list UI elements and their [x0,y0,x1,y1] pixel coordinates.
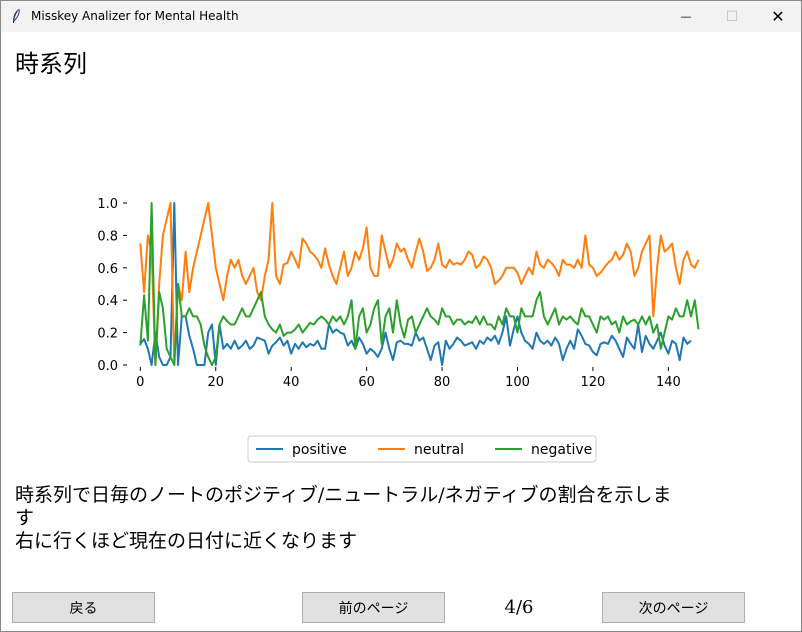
y-tick-label: 0.0 [97,359,118,374]
window-title: Misskey Analizer for Mental Health [31,9,239,23]
description-line-1: 時系列で日毎のノートのポジティブ/ニュートラル/ネガティブの割合を示しま [15,484,672,506]
page-title: 時系列 [15,50,87,78]
next-page-button[interactable]: 次のページ [602,592,745,623]
series-line-positive [139,202,692,366]
series-line-negative [139,202,700,366]
previous-page-button[interactable]: 前のページ [302,592,445,623]
series-line-neutral [139,202,700,366]
minimize-icon: — [680,10,692,23]
y-tick-label: 0.8 [97,229,118,244]
main-content: 時系列 0.0 0.2 0.4 0.6 0.8 1.0 0 20 40 60 80 100 120 140… [1,32,801,631]
x-tick-label: 120 [581,375,606,390]
legend-label-neutral: neutral [414,442,464,458]
legend-label-positive: positive [292,442,347,458]
y-tick-label: 0.6 [97,262,118,277]
chart-description: 時系列で日毎のノートのポジティブ/ニュートラル/ネガティブの割合を示しま す 右… [15,484,785,553]
close-button[interactable]: ✕ [755,1,801,32]
x-tick-label: 140 [656,375,681,390]
x-tick-label: 80 [434,375,451,390]
description-line-3: 右に行くほど現在の日付に近くなります [15,530,358,552]
x-tick-label: 40 [283,375,300,390]
legend-label-negative: negative [531,442,592,458]
x-tick-label: 20 [207,375,224,390]
chart-legend [247,435,597,463]
description-line-2: す [15,507,35,529]
time-series-chart: 0.0 0.2 0.4 0.6 0.8 1.0 0 20 40 60 80 100 120 140 posi… [97,197,700,463]
back-button[interactable]: 戻る [12,592,155,623]
x-tick-label: 0 [136,375,144,390]
y-tick-label: 0.2 [97,327,118,342]
feather-icon [11,8,21,24]
x-tick-label: 60 [358,375,375,390]
close-icon: ✕ [771,7,785,26]
y-tick-label: 1.0 [97,197,118,212]
minimize-button[interactable]: — [663,1,709,32]
page-indicator: 4/6 [504,597,534,618]
x-tick-label: 100 [505,375,530,390]
maximize-button[interactable]: ☐ [709,1,755,32]
y-tick-label: 0.4 [97,294,118,309]
maximize-icon: ☐ [725,8,739,25]
title-bar[interactable]: Misskey Analizer for Mental Health — ☐ ✕ [1,1,801,32]
